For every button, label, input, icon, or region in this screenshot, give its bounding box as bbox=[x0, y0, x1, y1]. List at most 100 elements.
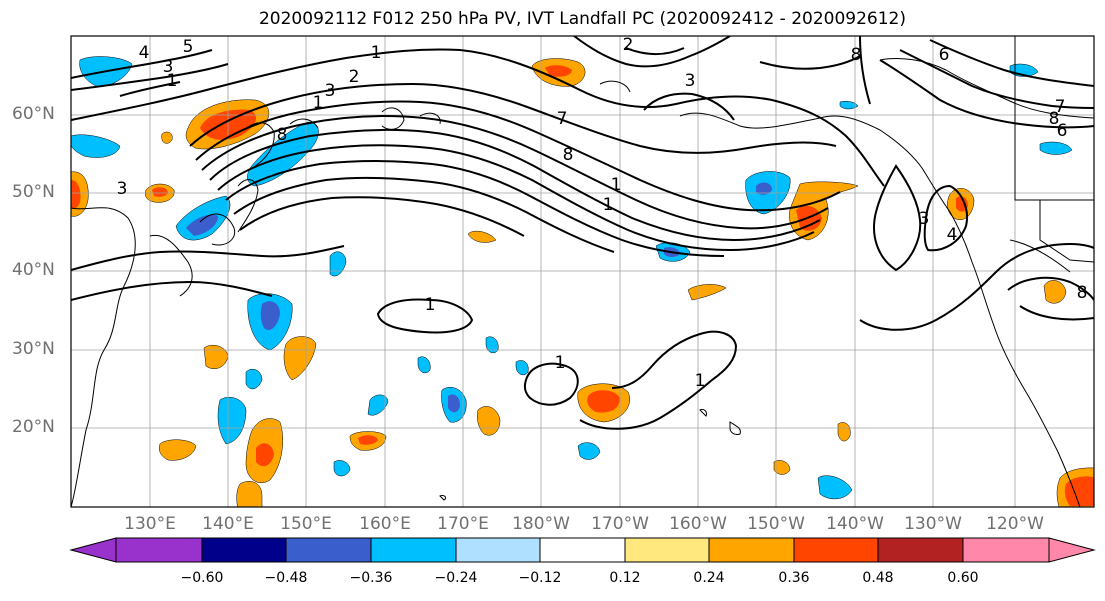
colorbar-segment bbox=[285, 537, 372, 563]
contour-label: 7 bbox=[1055, 97, 1066, 117]
pv-contour bbox=[71, 245, 345, 271]
pv-anomaly-positive bbox=[161, 131, 173, 144]
pv-contour bbox=[239, 196, 525, 237]
contour-label: 3 bbox=[117, 179, 128, 199]
pv-anomaly-positive bbox=[837, 422, 851, 442]
contour-label: 1 bbox=[313, 93, 324, 113]
pv-anomaly-positive bbox=[283, 336, 317, 381]
pv-contour bbox=[899, 49, 1094, 109]
pv-contour bbox=[873, 164, 922, 272]
pv-contour bbox=[209, 128, 821, 242]
pv-anomaly-positive bbox=[236, 481, 263, 507]
colorbar-tick-label: 0.48 bbox=[862, 570, 894, 586]
pv-contour bbox=[625, 47, 685, 55]
colorbar-tick-label: −0.36 bbox=[349, 570, 393, 586]
pv-contour bbox=[189, 82, 837, 154]
contour-label: 8 bbox=[851, 45, 862, 65]
colorbar-tick-label: 0.12 bbox=[609, 570, 641, 586]
contour-label: 1 bbox=[425, 295, 436, 315]
pv-anomaly-negative bbox=[333, 460, 351, 477]
longitude-label: 140°E bbox=[202, 514, 254, 534]
contour-label: 6 bbox=[939, 45, 950, 65]
pv-contour bbox=[759, 55, 861, 70]
pv-anomaly-positive bbox=[1043, 280, 1067, 304]
pv-anomaly-positive-core bbox=[71, 180, 81, 209]
latitude-label: 60°N bbox=[12, 104, 55, 124]
colorbar-tick-label: −0.24 bbox=[434, 570, 478, 586]
pv-anomaly-positive-core bbox=[152, 187, 168, 197]
pv-anomaly-negative bbox=[1039, 141, 1073, 155]
latitude-label: 30°N bbox=[12, 339, 55, 359]
pv-anomaly-negative bbox=[71, 134, 121, 158]
contour-labels: 4 5 3 1 2 1 2 3 3 8 6 8 6 8 1 3 7 7 8 1 … bbox=[117, 36, 1088, 391]
longitude-label: 150°E bbox=[280, 514, 332, 534]
pv-contour bbox=[225, 160, 725, 257]
latitude-label: 50°N bbox=[12, 182, 55, 202]
colorbar-segment bbox=[708, 537, 795, 563]
pv-contour bbox=[643, 92, 735, 121]
colorbar-extend-low bbox=[69, 537, 117, 563]
longitude-label: 130°W bbox=[904, 514, 962, 534]
pv-anomaly-positive-core bbox=[256, 443, 274, 467]
latitude-label: 20°N bbox=[12, 417, 55, 437]
contour-label: 1 bbox=[555, 353, 566, 373]
contour-label: 1 bbox=[695, 371, 706, 391]
colorbar-segment bbox=[115, 537, 203, 563]
pv-contour bbox=[573, 36, 731, 68]
pv-anomaly-negative bbox=[417, 356, 431, 374]
contour-label: 8 bbox=[1077, 283, 1088, 303]
pv-anomaly-positive-core bbox=[587, 390, 620, 413]
pv-contour bbox=[859, 242, 1094, 331]
contour-label: 1 bbox=[167, 71, 178, 91]
map-title: 2020092112 F012 250 hPa PV, IVT Landfall… bbox=[258, 9, 906, 29]
pv-contour bbox=[879, 59, 1094, 129]
pv-contour bbox=[859, 36, 871, 105]
contour-label: 6 bbox=[1057, 121, 1068, 141]
pv-anomaly-negative bbox=[839, 100, 859, 110]
pv-contour bbox=[217, 144, 815, 252]
longitude-label: 140°W bbox=[826, 514, 884, 534]
pv-anomaly-negative-core bbox=[260, 301, 280, 331]
pv-anomaly-negative-core bbox=[756, 182, 772, 195]
pv-anomaly-negative bbox=[217, 397, 247, 445]
contour-label: 3 bbox=[919, 209, 930, 229]
pv-contour bbox=[523, 362, 579, 406]
pv-anomaly-negative bbox=[245, 369, 263, 390]
colorbar-tick-label: −0.48 bbox=[264, 570, 308, 586]
longitude-label: 170°E bbox=[437, 514, 489, 534]
pv-contour bbox=[1019, 305, 1094, 321]
longitude-label: 160°W bbox=[669, 514, 727, 534]
longitude-label: 180°W bbox=[512, 514, 570, 534]
colorbar-segment bbox=[539, 537, 626, 563]
contour-label: 7 bbox=[557, 109, 568, 129]
pv-contour bbox=[71, 48, 885, 187]
colorbar-tick-label: −0.60 bbox=[180, 570, 224, 586]
contour-label: 1 bbox=[371, 43, 382, 63]
colorbar-tick-label: 0.60 bbox=[947, 570, 979, 586]
contour-label: 3 bbox=[685, 71, 696, 91]
pv-anomaly-positive bbox=[773, 460, 791, 475]
pv-anomaly-negative bbox=[577, 442, 601, 460]
colorbar-segment bbox=[370, 537, 457, 563]
pv-anomaly-negative-core bbox=[448, 394, 460, 413]
pv-contour bbox=[923, 184, 968, 252]
colorbar-tick-label: 0.36 bbox=[778, 570, 810, 586]
contour-label: 3 bbox=[325, 81, 336, 101]
pv-contour bbox=[71, 280, 273, 301]
colorbar-segment bbox=[793, 537, 879, 563]
colorbar-segment bbox=[201, 537, 287, 563]
pv-anomaly-negative bbox=[817, 475, 853, 500]
graticule bbox=[71, 36, 1094, 507]
pv-anomaly-positive bbox=[467, 230, 497, 243]
colorbar bbox=[69, 537, 1096, 563]
pv-anomaly-positive bbox=[159, 439, 197, 461]
contour-label: 8 bbox=[563, 145, 574, 165]
map-border bbox=[70, 35, 1095, 508]
pv-contour bbox=[201, 115, 829, 230]
pv-anomaly-negative bbox=[329, 251, 347, 277]
latitude-label: 40°N bbox=[12, 260, 55, 280]
colorbar-segment bbox=[962, 537, 1050, 563]
longitude-label: 170°W bbox=[591, 514, 649, 534]
pv-contour bbox=[1007, 276, 1094, 301]
